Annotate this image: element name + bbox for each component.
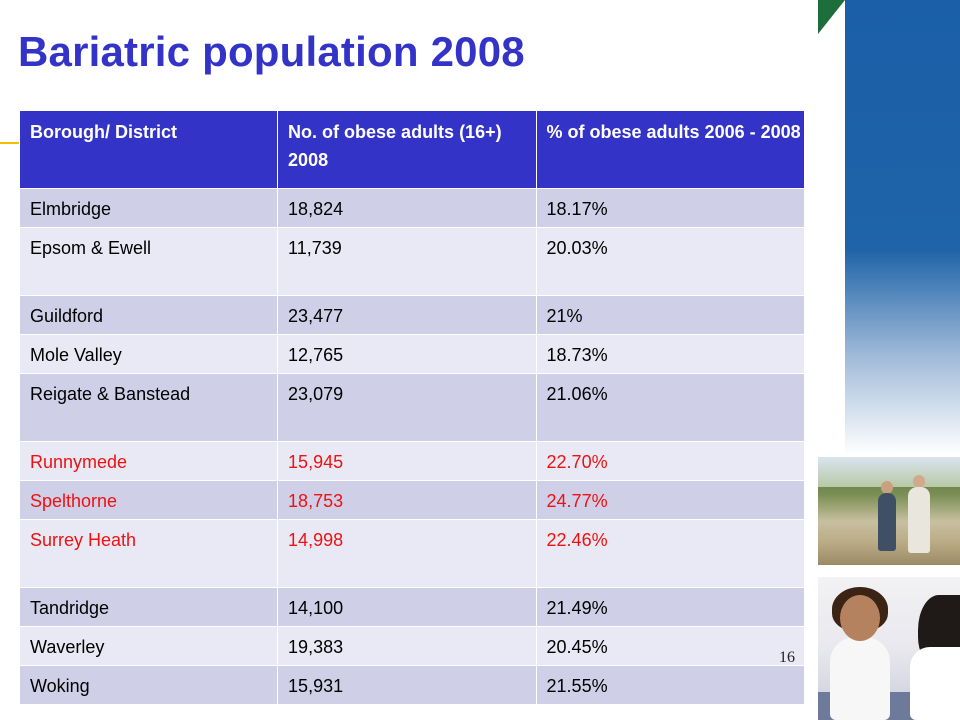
table-header-row: Borough/ District No. of obese adults (1… [18, 110, 806, 189]
header-district: Borough/ District [18, 110, 279, 189]
table-row: Mole Valley 12,765 18.73% [18, 334, 806, 374]
table-row: Runnymede 15,945 22.70% [18, 441, 806, 481]
couple-walking-in-park-photo [818, 457, 960, 565]
cell-percent: 20.45% [535, 626, 806, 666]
cell-count: 15,931 [277, 665, 537, 705]
table-row: Reigate & Banstead 23,079 21.06% [18, 373, 806, 442]
cell-percent: 21% [535, 295, 806, 335]
cell-district: Tandridge [18, 587, 279, 627]
cell-count: 18,753 [277, 480, 537, 520]
cell-count: 19,383 [277, 626, 537, 666]
cell-district: Mole Valley [18, 334, 279, 374]
decorative-band [845, 0, 960, 455]
cell-percent: 18.73% [535, 334, 806, 374]
cell-district: Elmbridge [18, 188, 279, 228]
cell-count: 23,079 [277, 373, 537, 442]
cell-percent: 21.06% [535, 373, 806, 442]
cell-percent: 22.46% [535, 519, 806, 588]
table-row: Woking 15,931 21.55% [18, 665, 806, 705]
cell-count: 12,765 [277, 334, 537, 374]
header-count: No. of obese adults (16+) 2008 [277, 110, 537, 189]
table-row: Guildford 23,477 21% [18, 295, 806, 335]
cell-count: 15,945 [277, 441, 537, 481]
obesity-table: Borough/ District No. of obese adults (1… [18, 110, 806, 705]
cell-district: Spelthorne [18, 480, 279, 520]
cell-district: Runnymede [18, 441, 279, 481]
cell-count: 11,739 [277, 227, 537, 296]
two-women-talking-photo [818, 577, 960, 720]
cell-percent: 18.17% [535, 188, 806, 228]
cell-district: Surrey Heath [18, 519, 279, 588]
cell-percent: 24.77% [535, 480, 806, 520]
page-number: 16 [779, 649, 795, 666]
table-row: Epsom & Ewell 11,739 20.03% [18, 227, 806, 296]
cell-count: 18,824 [277, 188, 537, 228]
table-row: Tandridge 14,100 21.49% [18, 587, 806, 627]
cell-count: 14,100 [277, 587, 537, 627]
cell-percent: 22.70% [535, 441, 806, 481]
cell-percent: 20.03% [535, 227, 806, 296]
cell-count: 14,998 [277, 519, 537, 588]
accent-line [0, 142, 20, 144]
cell-percent: 21.49% [535, 587, 806, 627]
corner-triangle [818, 0, 845, 34]
table-row: Elmbridge 18,824 18.17% [18, 188, 806, 228]
table-row: Waverley 19,383 20.45% [18, 626, 806, 666]
cell-percent: 21.55% [535, 665, 806, 705]
header-percent: % of obese adults 2006 - 2008 [535, 110, 806, 189]
cell-district: Waverley [18, 626, 279, 666]
cell-district: Epsom & Ewell [18, 227, 279, 296]
cell-district: Woking [18, 665, 279, 705]
table-row: Spelthorne 18,753 24.77% [18, 480, 806, 520]
slide-title: Bariatric population 2008 [18, 28, 525, 75]
table-row: Surrey Heath 14,998 22.46% [18, 519, 806, 588]
cell-district: Guildford [18, 295, 279, 335]
cell-count: 23,477 [277, 295, 537, 335]
cell-district: Reigate & Banstead [18, 373, 279, 442]
